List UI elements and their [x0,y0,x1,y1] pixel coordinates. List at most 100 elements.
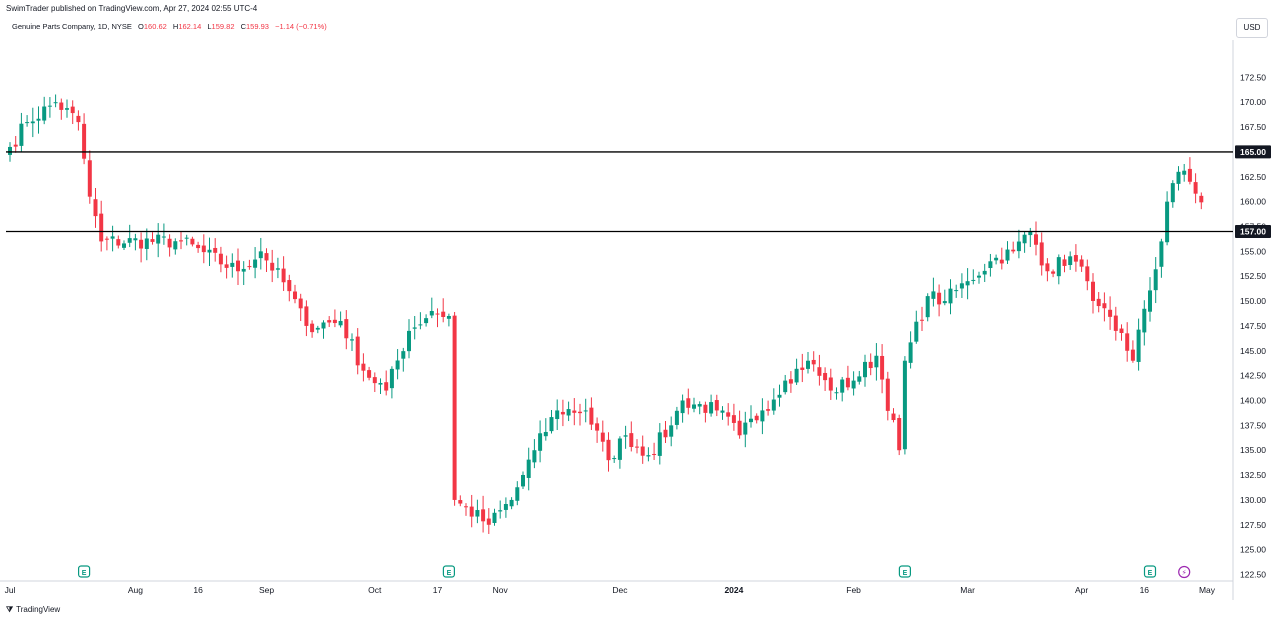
candle-body [236,260,240,272]
earnings-icon [442,565,455,578]
price-tick-label: 142.50 [1240,371,1266,381]
candle-body [1142,308,1147,333]
candle-body [760,410,765,422]
horizontal-levels[interactable]: 165.00 157.00 [6,145,1271,238]
candle-body [1056,257,1061,277]
candle-body [70,106,75,114]
candle-body [572,410,577,413]
candle-body [538,433,543,451]
candle-body [412,327,417,329]
candle-body [156,234,161,244]
candle-body [1187,168,1192,182]
candle-body [99,213,104,242]
low-value: 159.82 [211,22,235,31]
candle-body [201,245,206,253]
price-tick-label: 152.50 [1240,271,1266,281]
open-value: 160.62 [143,22,167,31]
level-tag [1235,224,1271,238]
candle-body [53,102,58,104]
candle-body [19,123,24,146]
candle-body [350,339,354,341]
price-tick-label: 160.00 [1240,197,1266,207]
candle-body [258,251,263,259]
price-tick-label: 170.00 [1240,97,1266,107]
price-tick-label: 172.50 [1240,72,1266,82]
price-tick-label: 122.50 [1240,570,1266,580]
high-value: 162.14 [178,22,202,31]
time-axis[interactable]: Jul Aug 16 Sep Oct 17 Nov Dec 2024 Feb Mar Apr 16 May [0,580,1233,595]
candle-body [1062,259,1067,266]
candle-body [794,368,799,383]
earnings-glyph: E [1148,570,1153,577]
candle-body [686,398,691,408]
candle-body [469,506,474,517]
candle-body [925,296,930,318]
candle-body [498,510,503,512]
time-tick-label: 17 [433,585,443,595]
candle-body [407,330,411,352]
candle-body [76,115,81,123]
candle-body [606,439,611,461]
candle-body [293,291,297,300]
price-tick-label: 135.00 [1240,445,1266,455]
candle-body [680,400,685,414]
candle-body [521,474,525,487]
candle-body [492,512,497,523]
candle-body [173,241,178,250]
candle-body [213,247,218,253]
candle-body [652,453,657,455]
candle-body [709,402,714,414]
candle-body [424,318,429,324]
candle-body [150,239,155,242]
price-chart[interactable]: 172.50 170.00 167.50 165.00 162.50 160.00 157.… [0,0,1280,600]
candle-body [207,249,212,253]
candle-body [139,239,144,249]
candle-body [629,433,634,447]
candle-body [823,372,828,381]
candle-body [503,504,508,510]
brand-name: TradingView [16,605,61,614]
candle-body [845,377,850,388]
symbol-title: Genuine Parts Company, 1D, NYSE [12,22,132,31]
candle-body [874,355,879,368]
candle-body [1022,234,1027,244]
level-tag [1235,145,1271,159]
candle-body [863,361,867,378]
candle-body [275,268,280,270]
price-tick-label: 127.50 [1240,520,1266,530]
candle-body [1091,281,1095,301]
candle-body [777,394,782,398]
candle-body [937,292,942,305]
candle-body [361,363,366,371]
high-label: H [172,22,179,31]
candle-body [817,367,822,376]
candle-body [270,262,275,271]
candle-body [218,253,223,265]
tradingview-logo-icon: ⧩ [6,605,14,614]
candle-body [526,459,531,478]
time-tick-label: 16 [1140,585,1150,595]
candle-body [560,411,565,415]
candle-body [515,487,520,501]
candle-body [635,446,639,448]
candle-body [697,403,702,407]
candle-body [806,360,810,369]
footer-brand: ⧩ TradingView [6,605,60,615]
low-label: L [207,22,212,31]
candle-body [566,409,571,416]
candle-body [1085,266,1090,282]
price-axis[interactable]: 172.50 170.00 167.50 165.00 162.50 160.00 157.… [1232,40,1266,600]
candle-body [378,382,383,385]
candle-body [486,518,491,525]
candle-body [332,319,337,324]
candle-body [247,266,252,268]
candle-body [834,392,839,394]
currency-button[interactable]: USD [1236,18,1268,38]
dividend-icon [1178,565,1191,579]
level-label: 157.00 [1240,226,1266,236]
candle-body [595,423,600,431]
candle-body [418,324,423,326]
candle-body [310,323,315,333]
candle-body [646,455,651,457]
candle-body [731,415,736,423]
